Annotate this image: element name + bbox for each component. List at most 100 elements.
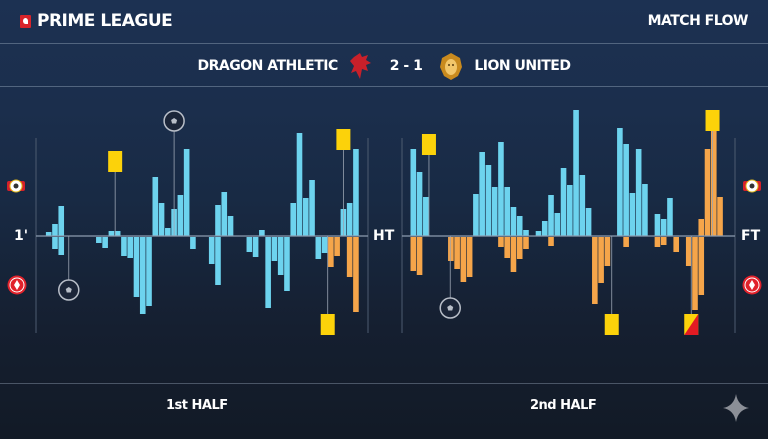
home-momentum-bar	[290, 203, 297, 236]
home-momentum-bar	[579, 175, 586, 236]
away-momentum-bar	[548, 237, 554, 246]
home-momentum-bar	[177, 195, 184, 236]
away-momentum-bar	[698, 237, 705, 295]
away-momentum-bar	[133, 237, 140, 297]
away-momentum-bar	[146, 237, 152, 306]
yellow-card-icon	[336, 129, 351, 150]
home-momentum-bar	[535, 231, 542, 236]
home-momentum-bar	[259, 230, 265, 236]
home-momentum-bar	[567, 185, 573, 236]
home-momentum-bar	[45, 232, 52, 236]
away-momentum-bar	[334, 237, 340, 256]
home-momentum-bar	[108, 231, 115, 236]
home-momentum-bar	[629, 193, 636, 236]
away-momentum-bar	[321, 237, 328, 253]
goal-ball-icon	[171, 118, 178, 124]
home-momentum-bar	[479, 152, 485, 236]
away-momentum-bar	[215, 237, 221, 285]
home-momentum-bar	[585, 208, 592, 236]
home-momentum-bar	[309, 180, 315, 236]
home-momentum-bar	[710, 130, 717, 236]
dragon-crest-icon	[349, 52, 371, 79]
goal-ball-icon	[447, 305, 454, 311]
home-momentum-bar	[560, 168, 567, 236]
away-momentum-bar	[598, 237, 604, 283]
away-momentum-bar	[271, 237, 278, 261]
away-momentum-bar	[685, 237, 692, 266]
home-momentum-bar	[642, 184, 648, 236]
home-momentum-bar	[623, 144, 629, 236]
home-momentum-bar	[704, 149, 711, 236]
first-half-label: 1st HALF	[166, 398, 228, 413]
away-momentum-bar	[654, 237, 661, 247]
goal-ball-icon	[65, 287, 72, 293]
away-momentum-bar	[284, 237, 290, 291]
home-momentum-bar	[504, 187, 510, 236]
home-momentum-bar	[158, 203, 165, 236]
home-momentum-bar	[635, 149, 642, 236]
away-team-name: LION UNITED	[474, 57, 571, 74]
away-team-logo-icon	[742, 275, 762, 295]
home-momentum-bar	[573, 110, 579, 236]
away-momentum-bar	[58, 237, 65, 255]
home-momentum-bar	[698, 219, 705, 236]
home-momentum-bar	[353, 149, 359, 236]
away-momentum-bar	[416, 237, 423, 275]
sparkle-icon[interactable]	[722, 393, 750, 423]
league-name: PRIME LEAGUE	[37, 11, 173, 31]
home-momentum-bar	[410, 149, 417, 236]
home-momentum-bar	[473, 194, 479, 236]
away-momentum-bar	[277, 237, 284, 275]
home-momentum-bar	[165, 228, 171, 236]
header-bar: PRIME LEAGUE MATCH FLOW	[0, 0, 768, 44]
home-momentum-bar	[516, 216, 523, 236]
away-momentum-bar	[448, 237, 454, 261]
away-momentum-bar	[190, 237, 196, 249]
away-momentum-bar	[604, 237, 611, 266]
away-momentum-bar	[315, 237, 322, 259]
home-momentum-bar	[58, 206, 65, 236]
home-momentum-bar	[423, 197, 429, 236]
home-momentum-bar	[416, 172, 423, 236]
home-team-name: DRAGON ATHLETIC	[197, 57, 339, 74]
home-team-logo-icon	[743, 179, 761, 193]
away-momentum-bar	[516, 237, 523, 259]
home-momentum-bar	[510, 207, 517, 236]
home-momentum-bar	[485, 165, 492, 236]
away-momentum-bar	[692, 237, 698, 310]
away-momentum-bar	[265, 237, 271, 308]
away-momentum-bar	[328, 237, 334, 267]
home-momentum-bar	[667, 198, 673, 236]
away-momentum-bar	[121, 237, 127, 256]
league-brand: PRIME LEAGUE	[20, 11, 173, 31]
home-momentum-bar	[114, 231, 121, 236]
league-logo-icon	[20, 14, 31, 28]
home-momentum-bar	[554, 213, 561, 236]
yellow-card-icon	[604, 314, 619, 335]
away-momentum-bar	[346, 237, 353, 277]
home-momentum-bar	[498, 142, 504, 236]
home-team-logo-icon	[7, 179, 25, 193]
red-card-icon	[684, 314, 699, 335]
home-momentum-bar	[296, 133, 303, 236]
yellow-card-icon	[421, 134, 436, 155]
away-momentum-bar	[96, 237, 102, 243]
yellow-card-icon	[108, 151, 123, 172]
away-momentum-bar	[523, 237, 529, 249]
home-momentum-bar	[183, 149, 190, 236]
home-momentum-bar	[152, 177, 159, 236]
home-momentum-bar	[654, 214, 661, 236]
away-momentum-bar	[252, 237, 259, 257]
away-momentum-bar	[623, 237, 629, 247]
away-momentum-bar	[592, 237, 598, 304]
away-momentum-bar	[208, 237, 215, 264]
away-momentum-bar	[353, 237, 359, 312]
away-momentum-bar	[466, 237, 473, 277]
away-team-logo-icon	[7, 275, 27, 295]
home-momentum-bar	[221, 192, 228, 236]
away-momentum-bar	[460, 237, 467, 282]
away-momentum-bar	[660, 237, 667, 245]
home-momentum-bar	[660, 219, 667, 236]
away-momentum-bar	[52, 237, 58, 249]
